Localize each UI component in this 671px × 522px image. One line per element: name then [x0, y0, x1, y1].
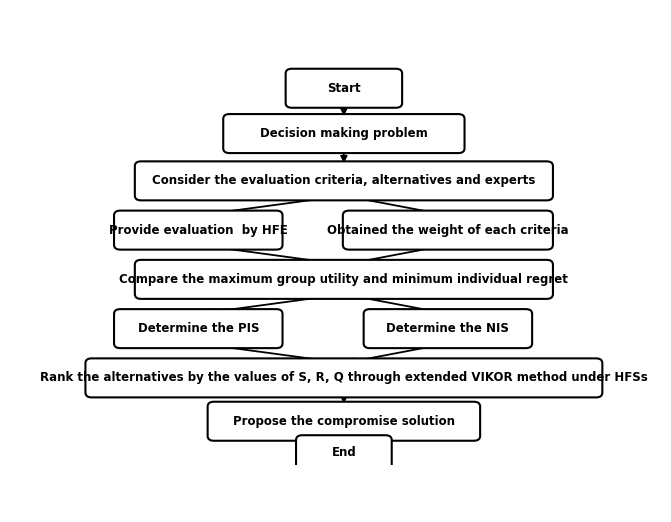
- FancyBboxPatch shape: [207, 402, 480, 441]
- Text: Decision making problem: Decision making problem: [260, 127, 428, 140]
- Text: Determine the NIS: Determine the NIS: [386, 322, 509, 335]
- FancyBboxPatch shape: [223, 114, 464, 153]
- Text: Determine the PIS: Determine the PIS: [138, 322, 259, 335]
- FancyBboxPatch shape: [364, 309, 532, 348]
- FancyBboxPatch shape: [286, 69, 402, 108]
- FancyBboxPatch shape: [135, 161, 553, 200]
- Text: Provide evaluation  by HFE: Provide evaluation by HFE: [109, 223, 288, 236]
- Text: End: End: [331, 446, 356, 459]
- Text: Rank the alternatives by the values of S, R, Q through extended VIKOR method und: Rank the alternatives by the values of S…: [40, 371, 648, 384]
- FancyBboxPatch shape: [135, 260, 553, 299]
- Text: Start: Start: [327, 82, 361, 95]
- Text: Propose the compromise solution: Propose the compromise solution: [233, 415, 455, 428]
- Text: Compare the maximum group utility and minimum individual regret: Compare the maximum group utility and mi…: [119, 273, 568, 286]
- FancyBboxPatch shape: [114, 309, 282, 348]
- Text: Consider the evaluation criteria, alternatives and experts: Consider the evaluation criteria, altern…: [152, 174, 535, 187]
- FancyBboxPatch shape: [114, 210, 282, 250]
- FancyBboxPatch shape: [343, 210, 553, 250]
- Text: Obtained the weight of each criteria: Obtained the weight of each criteria: [327, 223, 569, 236]
- FancyBboxPatch shape: [296, 435, 392, 470]
- FancyBboxPatch shape: [85, 359, 603, 397]
